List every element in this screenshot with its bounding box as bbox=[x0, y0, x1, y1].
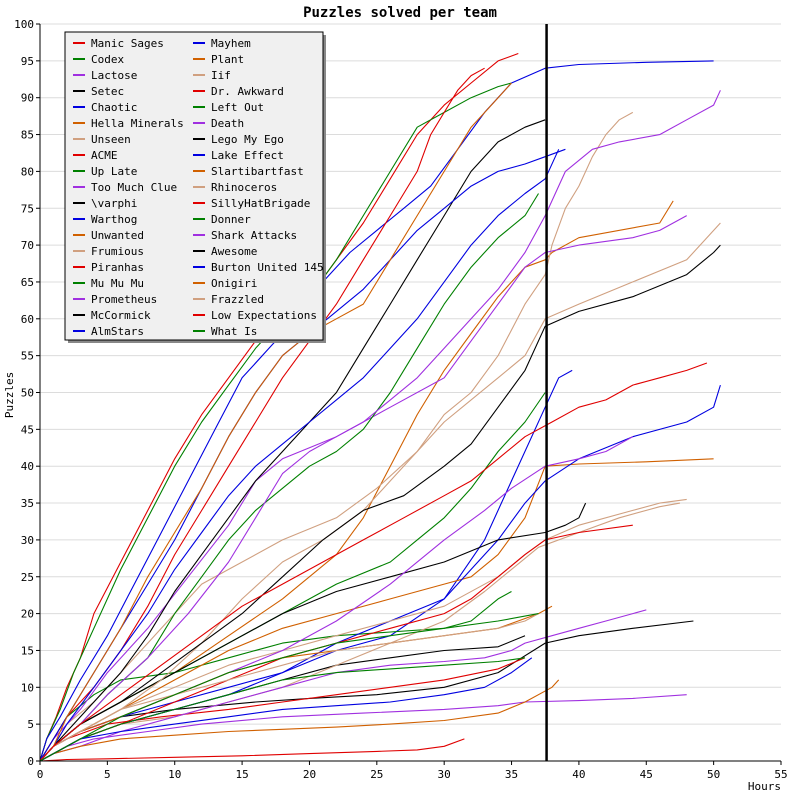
x-tick-label: 25 bbox=[370, 768, 383, 781]
x-axis-label: Hours bbox=[748, 780, 781, 793]
legend-label: Warthog bbox=[91, 213, 137, 226]
y-tick-label: 0 bbox=[27, 755, 34, 768]
legend-label: Rhinoceros bbox=[211, 181, 277, 194]
x-tick-label: 0 bbox=[37, 768, 44, 781]
series-line bbox=[39, 149, 560, 762]
x-tick-label: 35 bbox=[505, 768, 518, 781]
legend-label: ACME bbox=[91, 149, 118, 162]
y-tick-label: 20 bbox=[21, 608, 34, 621]
legend-label: Low Expectations bbox=[211, 309, 317, 322]
legend-label: Frumious bbox=[91, 245, 144, 258]
legend-label: Codex bbox=[91, 53, 124, 66]
legend-label: Unseen bbox=[91, 133, 131, 146]
gridlines bbox=[40, 23, 781, 725]
legend-label: Onigiri bbox=[211, 277, 257, 290]
legend-label: Awesome bbox=[211, 245, 257, 258]
legend-label: Too Much Clue bbox=[91, 181, 177, 194]
legend-label: Iif bbox=[211, 69, 231, 82]
legend-label: Lactose bbox=[91, 69, 137, 82]
y-tick-label: 10 bbox=[21, 681, 34, 694]
legend-label: Dr. Awkward bbox=[211, 85, 284, 98]
y-tick-label: 40 bbox=[21, 460, 34, 473]
legend-label: McCormick bbox=[91, 309, 151, 322]
y-tick-label: 45 bbox=[21, 423, 34, 436]
series-line bbox=[39, 82, 512, 762]
y-tick-label: 100 bbox=[14, 18, 34, 31]
legend-label: Plant bbox=[211, 53, 244, 66]
series-line bbox=[39, 362, 708, 762]
axes: 0510152025303540455055606570758085909510… bbox=[14, 18, 788, 781]
x-tick-label: 40 bbox=[572, 768, 585, 781]
legend-label: SillyHatBrigade bbox=[211, 197, 310, 210]
y-tick-label: 75 bbox=[21, 202, 34, 215]
legend-label: Lake Effect bbox=[211, 149, 284, 162]
legend-label: \varphi bbox=[91, 197, 137, 210]
y-tick-label: 55 bbox=[21, 350, 34, 363]
legend-label: Up Late bbox=[91, 165, 137, 178]
x-tick-label: 20 bbox=[303, 768, 316, 781]
y-axis-label: Puzzles bbox=[3, 372, 16, 418]
legend-label: Frazzled bbox=[211, 293, 264, 306]
y-tick-label: 95 bbox=[21, 55, 34, 68]
series-line bbox=[39, 613, 539, 762]
x-tick-label: 55 bbox=[774, 768, 787, 781]
legend-label: Donner bbox=[211, 213, 251, 226]
legend-label: What Is bbox=[211, 325, 257, 338]
x-tick-label: 45 bbox=[640, 768, 653, 781]
legend-label: Burton United 145 bbox=[211, 261, 324, 274]
x-tick-label: 10 bbox=[168, 768, 181, 781]
series-lines bbox=[39, 52, 721, 762]
series-line bbox=[39, 222, 721, 762]
y-tick-label: 85 bbox=[21, 129, 34, 142]
legend-label: Setec bbox=[91, 85, 124, 98]
y-tick-label: 25 bbox=[21, 571, 34, 584]
x-tick-label: 50 bbox=[707, 768, 720, 781]
legend-label: Chaotic bbox=[91, 101, 137, 114]
x-tick-label: 30 bbox=[438, 768, 451, 781]
legend: Manic Sages Codex Lactose Setec Chaotic Hella… bbox=[64, 31, 326, 343]
x-tick-label: 15 bbox=[235, 768, 248, 781]
series-line bbox=[39, 119, 546, 762]
y-tick-label: 65 bbox=[21, 276, 34, 289]
y-tick-label: 90 bbox=[21, 92, 34, 105]
y-tick-label: 80 bbox=[21, 165, 34, 178]
y-tick-label: 15 bbox=[21, 644, 34, 657]
series-line bbox=[39, 82, 512, 762]
y-tick-label: 30 bbox=[21, 534, 34, 547]
legend-label: Manic Sages bbox=[91, 37, 164, 50]
y-tick-label: 70 bbox=[21, 239, 34, 252]
series-line bbox=[39, 738, 465, 762]
legend-label: Slartibartfast bbox=[211, 165, 304, 178]
legend-label: Shark Attacks bbox=[211, 229, 297, 242]
legend-label: Mu Mu Mu bbox=[91, 277, 144, 290]
x-tick-label: 5 bbox=[104, 768, 111, 781]
legend-label: Lego My Ego bbox=[211, 133, 284, 146]
series-line bbox=[39, 90, 721, 762]
series-line bbox=[39, 591, 512, 762]
legend-label: Mayhem bbox=[211, 37, 251, 50]
series-line bbox=[39, 613, 539, 762]
legend-label: Hella Minerals bbox=[91, 117, 184, 130]
series-line bbox=[39, 609, 647, 762]
series-line bbox=[39, 679, 560, 762]
chart-title: Puzzles solved per team bbox=[303, 5, 497, 21]
y-tick-label: 60 bbox=[21, 313, 34, 326]
y-tick-label: 5 bbox=[27, 718, 34, 731]
legend-label: Left Out bbox=[211, 101, 264, 114]
series-line bbox=[39, 244, 721, 762]
legend-label: Unwanted bbox=[91, 229, 144, 242]
y-tick-label: 35 bbox=[21, 497, 34, 510]
legend-label: Prometheus bbox=[91, 293, 157, 306]
series-line bbox=[39, 694, 687, 762]
y-tick-label: 50 bbox=[21, 387, 34, 400]
legend-label: Death bbox=[211, 117, 244, 130]
legend-label: Piranhas bbox=[91, 261, 144, 274]
legend-label: AlmStars bbox=[91, 325, 144, 338]
